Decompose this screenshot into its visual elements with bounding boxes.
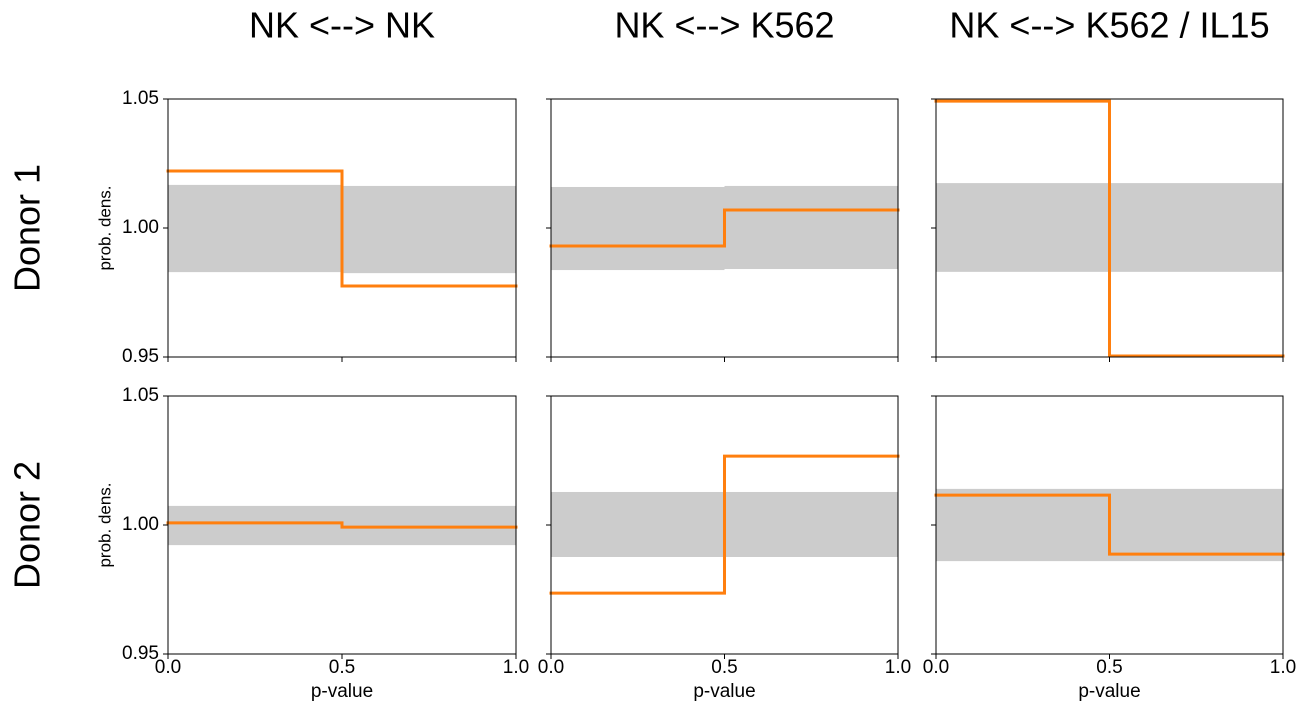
x-axis-label: p-value — [1078, 681, 1140, 702]
y-axis-label: prob. dens. — [95, 482, 114, 567]
y-tick-label: 0.95 — [122, 346, 159, 367]
band — [936, 488, 1110, 562]
row-label: Donor 1 — [7, 164, 48, 292]
x-tick-label: 0.5 — [1096, 657, 1122, 678]
y-tick-label: 1.00 — [122, 514, 159, 535]
x-tick-label: 0.5 — [329, 657, 355, 678]
x-tick-label: 1.0 — [885, 657, 911, 678]
band — [936, 183, 1110, 272]
band — [724, 491, 898, 557]
column-title: NK <--> NK — [249, 5, 435, 46]
column-title: NK <--> K562 / IL15 — [949, 5, 1269, 46]
y-tick-label: 1.05 — [122, 385, 159, 406]
row-label: Donor 2 — [7, 461, 48, 589]
x-tick-label: 0.0 — [538, 657, 564, 678]
x-tick-label: 1.0 — [503, 657, 529, 678]
x-tick-label: 0.0 — [155, 657, 181, 678]
x-axis-label: p-value — [311, 681, 373, 702]
x-tick-label: 0.0 — [923, 657, 949, 678]
x-tick-label: 1.0 — [1270, 657, 1296, 678]
band — [551, 491, 725, 557]
band — [168, 184, 342, 273]
band — [342, 505, 516, 546]
y-tick-label: 1.00 — [122, 217, 159, 238]
band — [1109, 183, 1283, 272]
band — [551, 186, 725, 271]
x-tick-label: 0.5 — [711, 657, 737, 678]
y-tick-label: 1.05 — [122, 88, 159, 109]
y-tick-label: 0.95 — [122, 643, 159, 664]
band — [342, 185, 516, 274]
y-axis-label: prob. dens. — [95, 185, 114, 270]
band — [724, 185, 898, 270]
band — [1109, 488, 1283, 562]
column-title: NK <--> K562 — [614, 5, 834, 46]
band — [168, 505, 342, 546]
x-axis-label: p-value — [693, 681, 755, 702]
